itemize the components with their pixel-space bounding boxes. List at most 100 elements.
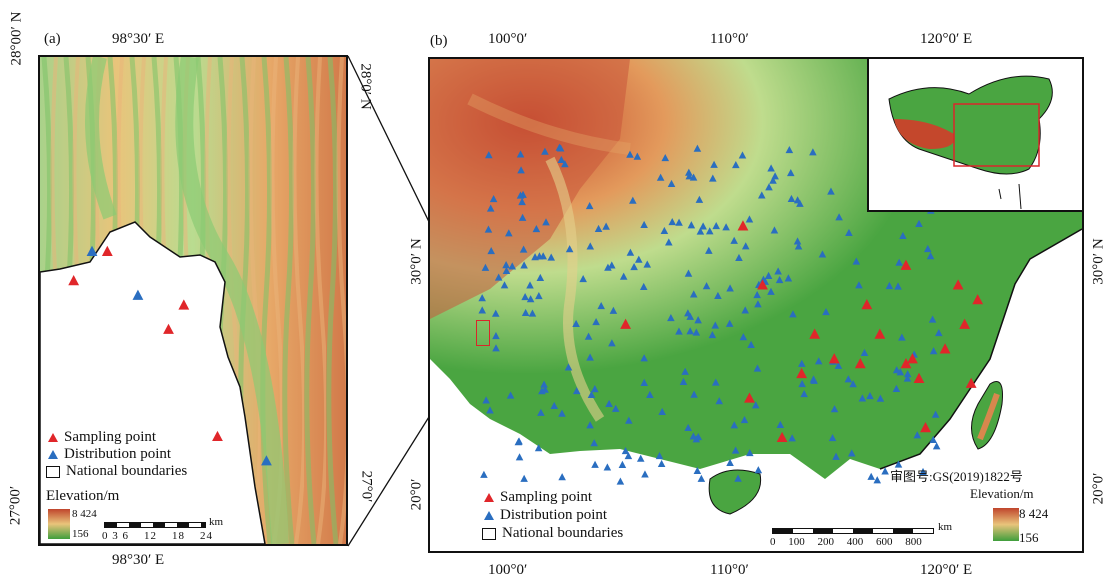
distribution-point-marker (661, 154, 670, 162)
distribution-point-marker (505, 229, 513, 237)
distribution-point-marker (932, 442, 941, 450)
distribution-point-marker (852, 257, 861, 265)
approval-number: 审图号:GS(2019)1822号 (890, 469, 1023, 484)
distribution-point-marker (785, 145, 794, 154)
distribution-point-marker (845, 228, 853, 236)
distribution-point-marker (731, 446, 740, 454)
distribution-point-marker (609, 306, 618, 314)
distribution-point-marker (686, 327, 694, 335)
sampling-point-marker (163, 323, 174, 334)
distribution-point-marker (754, 300, 762, 308)
distribution-point-marker (924, 244, 932, 253)
distribution-point-marker (636, 454, 645, 462)
distribution-point-marker (528, 309, 537, 317)
distribution-point-marker (798, 359, 806, 367)
distribution-point-marker (591, 460, 599, 468)
distribution-point-marker (693, 466, 702, 475)
sampling-point-marker (744, 392, 755, 403)
distribution-point-marker (611, 404, 620, 412)
distribution-point-marker (541, 147, 549, 155)
distribution-point-marker (684, 423, 692, 432)
distribution-point-marker (794, 242, 803, 250)
distribution-triangle-icon (484, 511, 494, 520)
distribution-point-marker (746, 449, 754, 457)
panel-b-top-lon-3: 120°0′ E (920, 31, 973, 47)
distribution-point-marker (506, 391, 515, 399)
distribution-point-marker (502, 261, 510, 269)
distribution-point-marker (572, 386, 581, 395)
distribution-point-marker (739, 333, 748, 341)
panel-b-bottom-lon-1: 100°0′ (488, 562, 528, 578)
distribution-point-marker (261, 455, 272, 466)
distribution-point-marker (132, 289, 144, 300)
inset-map (867, 57, 1084, 212)
distribution-point-marker (898, 333, 906, 341)
panel-a-elev-max: 8 424 (72, 508, 97, 520)
distribution-point-marker (657, 459, 666, 467)
sampling-point-marker (68, 275, 80, 286)
distribution-point-marker (616, 477, 625, 485)
panel-b-top-lon-1: 100°0′ (488, 31, 528, 47)
distribution-point-marker (619, 272, 628, 280)
distribution-point-marker (738, 151, 747, 159)
distribution-point-marker (809, 148, 817, 156)
distribution-point-marker (787, 194, 796, 203)
distribution-point-marker (536, 273, 545, 282)
distribution-point-marker (699, 222, 707, 230)
distribution-point-marker (491, 309, 500, 317)
distribution-point-marker (626, 150, 634, 158)
distribution-point-marker (681, 367, 689, 375)
distribution-point-marker (873, 476, 882, 484)
distribution-point-marker (531, 253, 539, 261)
sampling-point-marker (900, 259, 912, 270)
distribution-point-marker (892, 366, 901, 374)
distribution-point-marker (764, 271, 773, 280)
distribution-triangle-icon (48, 450, 58, 459)
distribution-point-marker (633, 152, 642, 160)
distribution-point-marker (827, 187, 835, 195)
distribution-point-marker (625, 416, 633, 424)
panel-b-legend-distribution: Distribution point (484, 507, 607, 524)
distribution-point-marker (696, 227, 705, 235)
distribution-point-marker (520, 261, 528, 269)
distribution-point-marker (684, 269, 693, 277)
distribution-point-marker (640, 354, 648, 362)
distribution-point-marker (759, 275, 768, 283)
distribution-point-marker (767, 164, 775, 172)
distribution-point-marker (798, 379, 806, 388)
panel-b-right-lat-2: 20°0′ (1090, 472, 1107, 505)
distribution-point-marker (726, 458, 734, 467)
distribution-point-marker (705, 246, 713, 254)
sampling-point-marker (776, 431, 788, 443)
distribution-point-marker (711, 321, 720, 329)
distribution-point-marker (667, 179, 676, 187)
distribution-point-marker (594, 224, 603, 233)
panel-a-elevation-title: Elevation/m (46, 488, 120, 504)
distribution-point-marker (626, 248, 635, 256)
distribution-point-marker (796, 199, 804, 207)
panel-a-map (38, 55, 348, 546)
distribution-point-marker (835, 213, 843, 221)
distribution-point-marker (484, 225, 493, 233)
distribution-point-marker (478, 306, 487, 314)
sampling-point-marker (913, 372, 925, 383)
distribution-point-marker (715, 397, 724, 405)
distribution-point-marker (709, 174, 717, 182)
distribution-point-marker (679, 377, 688, 385)
distribution-point-marker (526, 281, 534, 289)
distribution-point-marker (926, 252, 935, 260)
distribution-point-marker (784, 274, 793, 282)
distribution-point-marker (502, 266, 511, 274)
distribution-point-marker (788, 434, 796, 442)
distribution-point-marker (725, 319, 734, 327)
panel-b-bottom-lon-3: 120°0′ E (920, 562, 973, 578)
distribution-point-marker (621, 447, 630, 455)
distribution-point-marker (847, 449, 856, 457)
distribution-point-marker (520, 474, 528, 482)
panel-a-legend-boundaries-label: National boundaries (66, 463, 188, 479)
distribution-point-marker (561, 160, 569, 168)
distribution-point-marker (844, 375, 853, 383)
sampling-point-marker (920, 422, 931, 433)
distribution-point-marker (895, 258, 903, 266)
distribution-point-marker (894, 282, 902, 290)
